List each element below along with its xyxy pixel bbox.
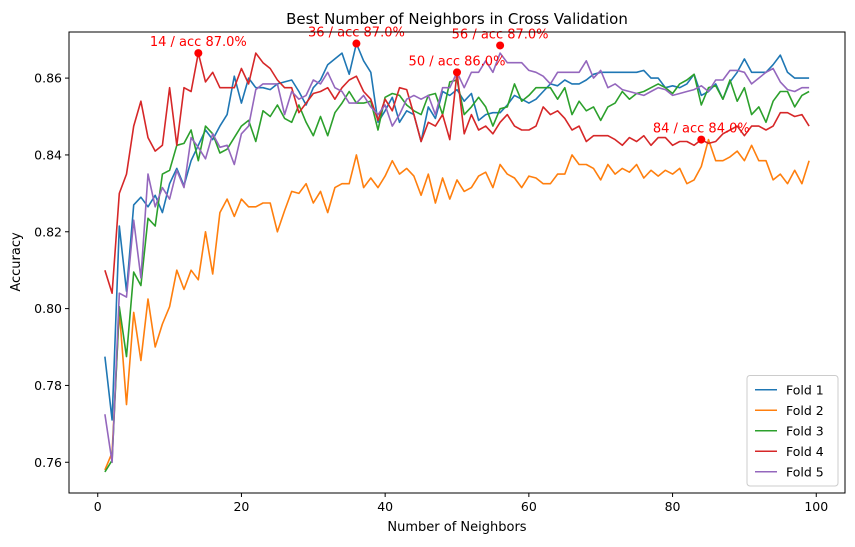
y-axis: 0.76 0.78 0.80 0.82 0.84 0.86 — [34, 71, 69, 470]
best-k-marker — [453, 68, 461, 77]
y-tick-label: 0.78 — [34, 378, 62, 393]
x-axis: 0 20 40 60 80 100 — [94, 493, 828, 514]
series-line-fold-3 — [104, 73, 810, 473]
series-line-fold-1 — [104, 42, 810, 421]
legend-label: Fold 3 — [786, 423, 824, 438]
y-axis-label: Accuracy — [9, 232, 24, 292]
legend: Fold 1 Fold 2 Fold 3 Fold 4 Fold 5 — [746, 375, 839, 487]
x-tick-label: 60 — [521, 499, 537, 514]
x-axis-label: Number of Neighbors — [387, 520, 526, 535]
y-tick-label: 0.82 — [34, 224, 62, 239]
best-k-annotation: 36 / acc 87.0% — [308, 26, 405, 41]
legend-label: Fold 2 — [786, 403, 824, 418]
legend-label: Fold 1 — [786, 382, 824, 397]
x-tick-label: 40 — [377, 499, 393, 514]
best-k-annotation: 84 / acc 84.0% — [653, 122, 750, 137]
legend-label: Fold 5 — [786, 464, 824, 479]
best-k-annotation: 50 / acc 86.0% — [409, 54, 506, 69]
x-tick-label: 100 — [804, 499, 828, 514]
annotation-layer: 14 / acc 87.0% 36 / acc 87.0% 50 / acc 86.… — [150, 26, 750, 144]
y-tick-label: 0.80 — [34, 301, 62, 316]
y-tick-label: 0.76 — [34, 455, 62, 470]
legend-label: Fold 4 — [786, 444, 824, 459]
x-tick-label: 20 — [233, 499, 249, 514]
series-line-fold-2 — [104, 138, 810, 471]
chart-title: Best Number of Neighbors in Cross Valida… — [286, 10, 628, 28]
y-tick-label: 0.86 — [34, 71, 62, 86]
x-tick-label: 80 — [665, 499, 681, 514]
best-k-annotation: 56 / acc 87.0% — [452, 27, 549, 42]
plot-area-frame — [68, 31, 846, 494]
best-k-marker — [352, 39, 361, 48]
y-tick-label: 0.84 — [34, 147, 62, 162]
x-tick-label: 0 — [94, 499, 102, 514]
best-k-marker — [496, 41, 505, 50]
legend-box — [746, 375, 839, 487]
best-k-marker — [697, 135, 706, 144]
best-k-annotation: 14 / acc 87.0% — [150, 35, 247, 50]
best-k-marker — [194, 49, 203, 58]
